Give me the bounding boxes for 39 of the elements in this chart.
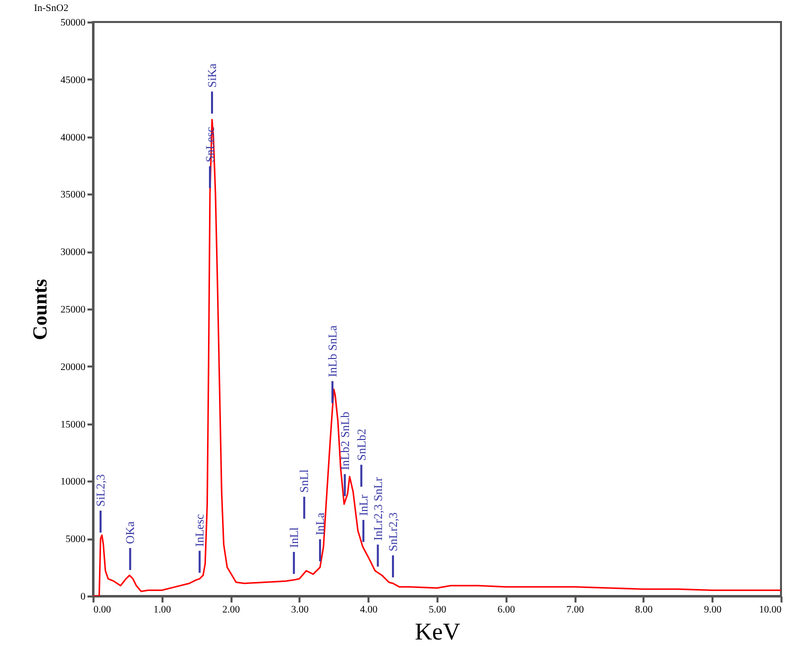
annotation: InLr (356, 494, 370, 516)
x-tick-label: 5.00 (428, 604, 446, 616)
annotation: SnLr2,3 (386, 512, 400, 552)
x-tick-label: 2.00 (222, 604, 240, 616)
y-tick-label: 0 (80, 592, 86, 602)
annotation: InLb2 SnLb (338, 412, 352, 470)
y-tick-label: 35000 (60, 190, 86, 201)
annotation: InLr2,3 SnLr (370, 477, 385, 541)
annotation: InLl (286, 526, 301, 548)
x-tick-label: 6.00 (498, 604, 516, 616)
annotation: SnLl (297, 468, 312, 493)
x-tick-label: 9.00 (704, 604, 722, 616)
x-tick-label: 10.00 (759, 604, 782, 616)
annotation: InLb SnLa (325, 324, 340, 378)
x-tick-label: 7.00 (566, 604, 584, 616)
annotation: OKa (123, 520, 138, 544)
x-tick-label: 3.00 (291, 604, 309, 616)
y-tick-label: 30000 (60, 247, 86, 258)
annotation: SiL2,3 (94, 474, 108, 507)
x-axis-title: KeV (414, 620, 461, 646)
y-tick-label: 45000 (60, 74, 86, 86)
chart-title: In-SnO2 (34, 3, 68, 14)
annotation: InLa (313, 512, 328, 536)
y-tick-label: 25000 (60, 304, 86, 316)
y-tick-label: 10000 (60, 476, 86, 488)
x-tick-label: 0.00 (94, 604, 111, 616)
x-tick-label: 8.00 (635, 604, 653, 616)
x-tick-label: 4.00 (360, 604, 378, 616)
y-axis-title: Counts (30, 278, 52, 340)
y-tick-label: 15000 (60, 419, 86, 430)
annotation: SnLb2 (354, 428, 368, 461)
annotation: SnLesc (202, 126, 217, 162)
x-tick-label: 1.00 (154, 604, 172, 616)
annotation: SiKa (205, 62, 220, 88)
annotation: InLesc (192, 514, 207, 547)
y-tick-label: 40000 (60, 132, 86, 144)
y-tick-label: 20000 (60, 362, 86, 373)
y-tick-label: 50000 (60, 18, 86, 28)
y-tick-label: 5000 (66, 534, 86, 546)
